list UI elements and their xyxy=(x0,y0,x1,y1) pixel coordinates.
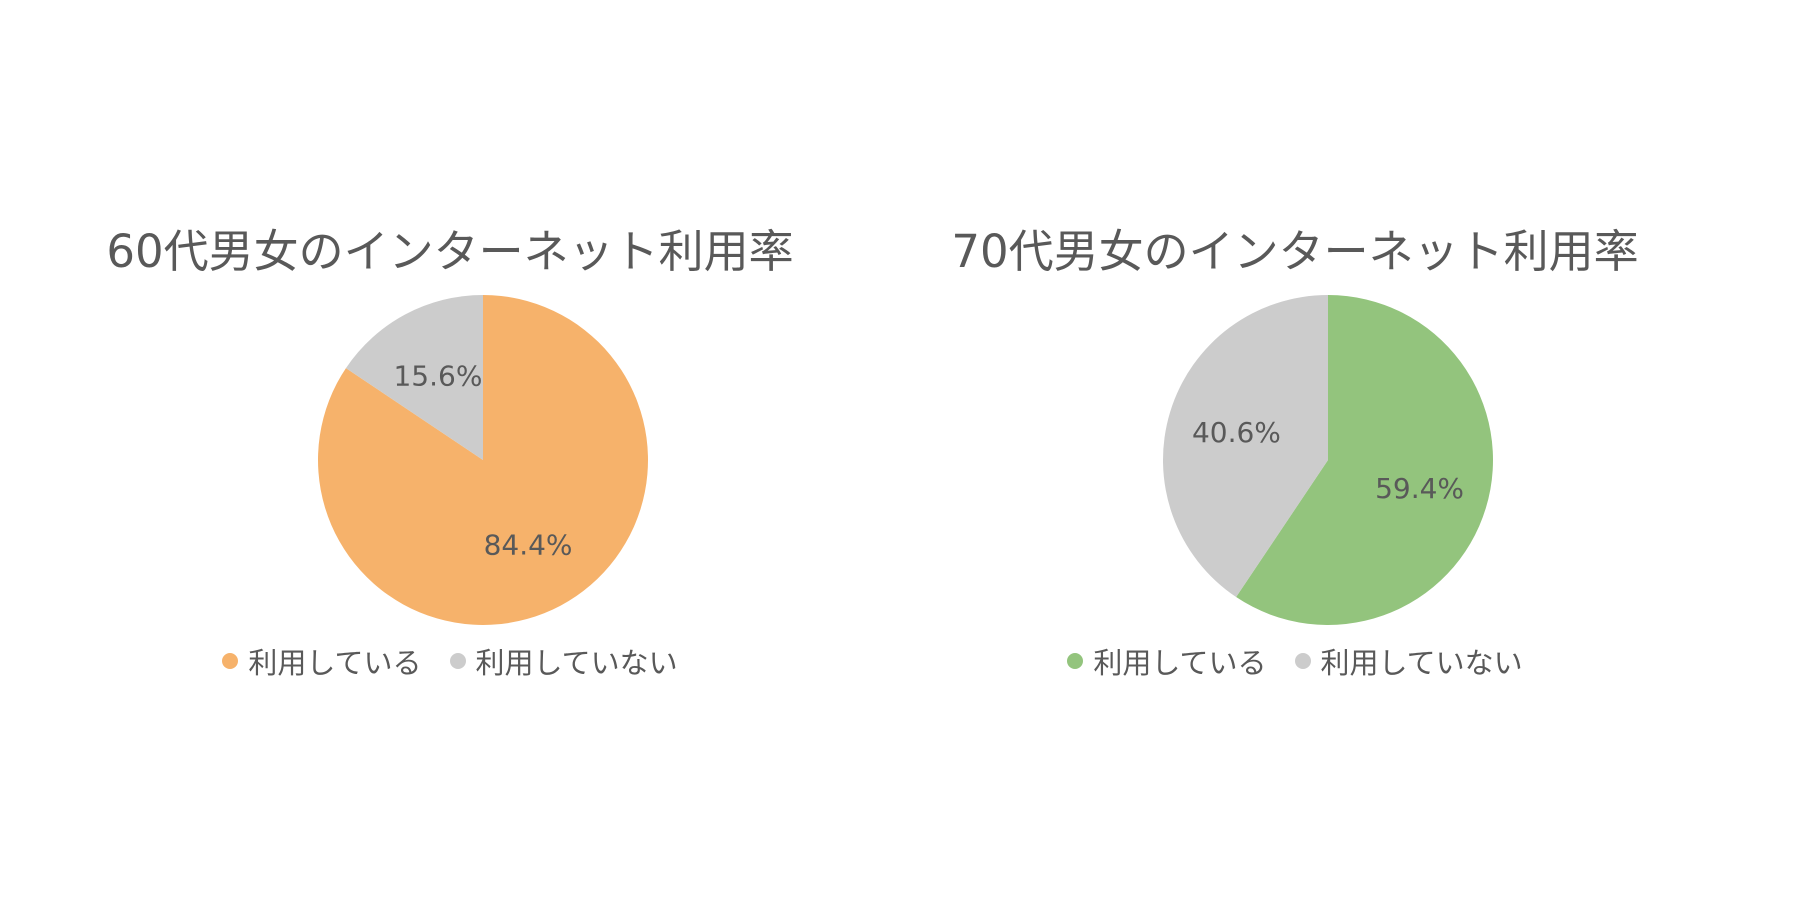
data-label: 40.6% xyxy=(1192,416,1281,449)
chart-panel-70s: 70代男女のインターネット利用率 59.4% 40.6% 利用している 利用してい… xyxy=(845,0,1745,900)
legend-label: 利用していない xyxy=(1320,646,1523,680)
legend-item-not-using: 利用していない xyxy=(1294,640,1523,682)
legend-item-using: 利用している xyxy=(1067,640,1267,682)
legend-label: 利用している xyxy=(248,646,422,680)
pie-slice-not-using xyxy=(345,295,483,460)
chart-title: 70代男女のインターネット利用率 xyxy=(951,225,1639,278)
pie-chart-70s: 59.4% 40.6% xyxy=(1163,295,1493,625)
chart-title: 60代男女のインターネット利用率 xyxy=(106,225,794,278)
data-label: 84.4% xyxy=(484,528,573,561)
pie-slice-using xyxy=(1236,295,1493,625)
data-label: 15.6% xyxy=(393,360,482,393)
legend-label: 利用していない xyxy=(475,646,678,680)
legend-label: 利用している xyxy=(1093,646,1267,680)
legend-marker xyxy=(1067,653,1084,669)
legend-marker xyxy=(449,653,466,669)
legend-marker xyxy=(222,653,239,669)
legend: 利用している 利用していない xyxy=(845,640,1745,682)
chart-panel-60s: 60代男女のインターネット利用率 84.4% 15.6% 利用している 利用してい… xyxy=(0,225,900,682)
pie-chart-60s: 84.4% 15.6% xyxy=(317,295,649,625)
legend-marker xyxy=(1294,653,1311,669)
legend-item-using: 利用している xyxy=(222,640,422,682)
data-label: 59.4% xyxy=(1375,472,1464,505)
legend-item-not-using: 利用していない xyxy=(449,640,678,682)
legend: 利用している 利用していない xyxy=(0,640,900,682)
pie-slice-not-using xyxy=(1163,295,1328,598)
